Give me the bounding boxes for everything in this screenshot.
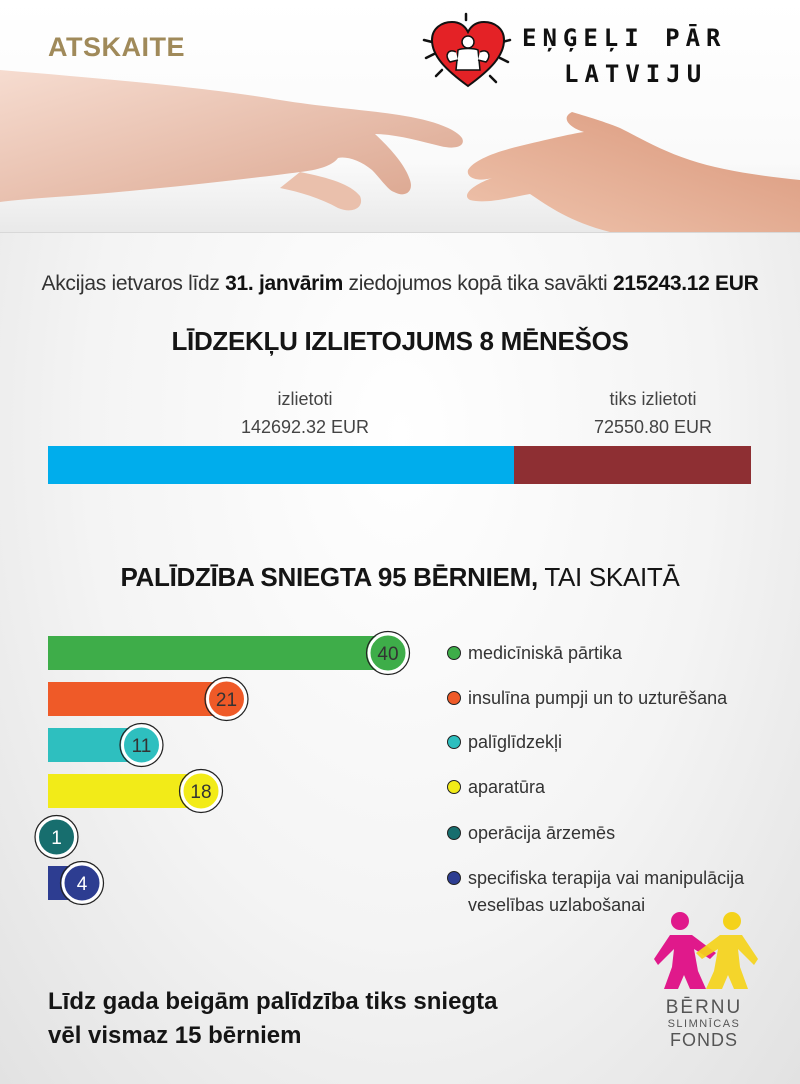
spending-title: LĪDZEKĻU IZLIETOJUMS 8 MĒNEŠOS [171, 326, 629, 356]
legend-label: operācija ārzemēs [468, 823, 616, 843]
value-badge-ring [119, 722, 164, 768]
report-label: ATSKAITE [48, 32, 185, 62]
value-badge [180, 770, 222, 812]
help-bar [48, 682, 227, 716]
value-label: 11 [132, 736, 152, 757]
brand-wordmark: EŅĢEĻI PĀR LATVIJU [522, 20, 727, 92]
spent-value: 142692.32 EUR [240, 417, 370, 437]
value-badge-ring [34, 814, 79, 860]
intro-date: 31. janvārim [225, 272, 343, 295]
legend-label: insulīna pumpji un to uzturēšana [468, 688, 728, 708]
footer-line1: Līdz gada beigām palīdzība tiks sniegta [48, 988, 498, 1015]
legend-item: palīglīdzekļi [447, 729, 767, 756]
value-badge-ring [204, 676, 249, 722]
intro-prefix: Akcijas ietvaros līdz [41, 272, 226, 295]
footer-note: Līdz gada beigām palīdzība tiks sniegta … [48, 985, 497, 1053]
value-badge [36, 816, 77, 858]
brand-line1: EŅĢEĻI PĀR [522, 24, 727, 52]
legend-label: medicīniskā pārtika [468, 643, 623, 663]
legend-label: aparatūra [468, 777, 546, 797]
intro-middle: ziedojumos kopā tika savākti [342, 272, 613, 295]
help-bar [48, 774, 201, 808]
spent-label: izlietoti [277, 389, 333, 409]
children-fund-logo-text: BĒRNU SLIMNĪCAS FONDS [652, 998, 756, 1049]
spent-label-group: izlietoti 142692.32 EUR [230, 385, 380, 441]
value-label: 18 [190, 782, 211, 803]
value-badge-ring [178, 768, 224, 814]
remaining-label: tiks izlietoti [609, 389, 697, 409]
value-label: 4 [77, 874, 88, 895]
footer-line2: vēl vismaz 15 bērniem [48, 1022, 302, 1049]
legend-item: medicīniskā pārtika [447, 640, 767, 667]
legend-label: palīglīdzekļi [468, 732, 563, 752]
legend-label: specifiska terapija vai manipulācija ves… [468, 868, 745, 915]
legend-item: specifiska terapija vai manipulācija ves… [447, 865, 767, 919]
intro-sentence: Akcijas ietvaros līdz 31. janvārim ziedo… [0, 272, 800, 296]
remaining-value: 72550.80 EUR [593, 417, 713, 437]
hands-illustration [0, 70, 800, 232]
legend-swatch [447, 646, 461, 660]
value-badge [206, 678, 247, 720]
legend-swatch [447, 826, 461, 840]
legend-swatch [447, 780, 461, 794]
value-badge-ring [59, 860, 105, 906]
spent-segment [48, 446, 514, 484]
value-label: 40 [377, 644, 398, 665]
heart-angel-logo [422, 12, 512, 88]
intro-total: 215243.12 EUR [612, 272, 759, 295]
value-badge [121, 724, 162, 766]
logo-line1: BĒRNU [665, 997, 743, 1018]
header-banner: ATSKAITE EŅĢEĻI PĀR LATVIJU [0, 0, 800, 233]
help-bar [48, 636, 388, 670]
help-title-light: TAI SKAITĀ [537, 562, 680, 592]
value-label: 21 [216, 690, 237, 711]
help-title-bold: PALĪDZĪBA SNIEGTA 95 BĒRNIEM, [120, 562, 538, 592]
spending-stacked-bar [48, 446, 751, 484]
legend-swatch [447, 691, 461, 705]
help-title: PALĪDZĪBA SNIEGTA 95 BĒRNIEM, TAI SKAITĀ [0, 562, 800, 593]
value-badge-ring [365, 630, 411, 676]
brand-line2: LATVIJU [564, 60, 708, 88]
logo-line3: FONDS [670, 1030, 738, 1050]
legend-swatch [447, 871, 461, 885]
remaining-label-group: tiks izlietoti 72550.80 EUR [578, 385, 728, 441]
legend-item: insulīna pumpji un to uzturēšana [447, 685, 767, 712]
value-badge [61, 862, 103, 904]
legend-item: aparatūra [447, 774, 767, 801]
logo-line2: SLIMNĪCAS [667, 1018, 741, 1030]
remaining-segment [514, 446, 751, 484]
help-bar-chart: 40 21 11 18 1 4 [34, 630, 411, 906]
legend-item: operācija ārzemēs [447, 820, 767, 847]
legend-swatch [447, 735, 461, 749]
value-label: 1 [51, 828, 62, 849]
children-fund-logo-figures [654, 912, 758, 989]
value-badge [367, 632, 409, 674]
